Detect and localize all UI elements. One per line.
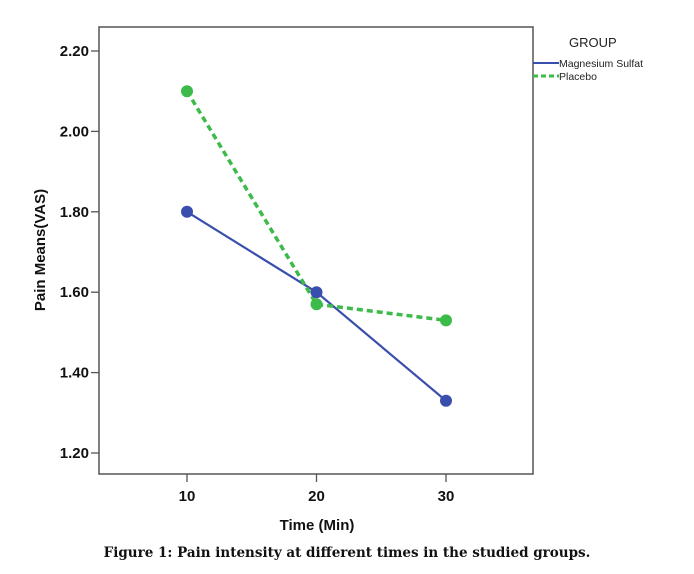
figure-caption: Figure 1: Pain intensity at different ti… — [103, 545, 591, 561]
x-axis: 10 20 30 — [179, 474, 455, 505]
data-point-magnesium-sulfat — [440, 394, 452, 407]
y-tick-label: 2.00 — [60, 123, 89, 140]
x-axis-title: Time (Min) — [280, 517, 355, 534]
y-tick-label: 2.20 — [60, 43, 89, 60]
x-tick-label: 10 — [179, 488, 196, 505]
y-axis: 1.20 1.40 1.60 1.80 2.00 2.20 — [60, 43, 99, 462]
data-point-magnesium-sulfat — [310, 286, 323, 299]
y-tick-label: 1.40 — [60, 365, 89, 382]
y-tick-label: 1.80 — [60, 204, 89, 221]
plot-frame — [98, 26, 534, 475]
data-point-magnesium-sulfat — [181, 205, 193, 218]
series-layer — [181, 85, 452, 407]
data-point-placebo — [440, 314, 452, 327]
legend-label-placebo: Placebo — [559, 71, 597, 83]
legend-label-magnesium-sulfat: Magnesium Sulfat — [559, 58, 643, 70]
y-tick-label: 1.60 — [60, 284, 89, 301]
data-point-placebo — [310, 298, 323, 311]
legend-title: GROUP — [569, 35, 617, 50]
x-tick-label: 30 — [438, 488, 455, 505]
data-point-placebo — [181, 85, 193, 98]
y-tick-label: 1.20 — [60, 445, 89, 462]
x-tick-label: 20 — [308, 488, 325, 505]
legend: GROUP Magnesium Sulfat Placebo — [533, 35, 643, 83]
series-line-placebo — [185, 90, 447, 323]
y-axis-title: Pain Means(VAS) — [32, 189, 49, 311]
